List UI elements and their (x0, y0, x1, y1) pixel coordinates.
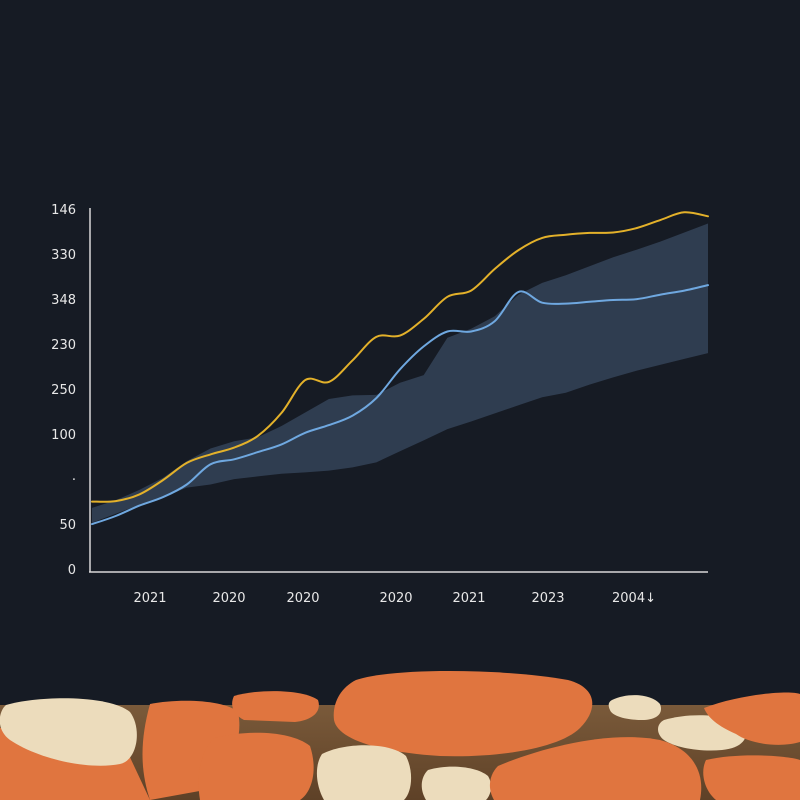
y-tick-label: 230 (51, 338, 76, 353)
rock-cream-2 (316, 745, 412, 800)
y-tick-label: 0 (68, 563, 76, 578)
rock-orange-5 (198, 732, 314, 800)
y-tick-label: 50 (59, 518, 76, 533)
x-tick-label: 2021 (133, 591, 166, 606)
y-tick-label: 146 (51, 203, 76, 218)
series-line-2 (91, 284, 709, 526)
band-area (92, 223, 708, 523)
rock-ground-illustration (0, 671, 800, 800)
rock-cream-1 (0, 698, 137, 766)
rock-orange-6 (489, 737, 702, 800)
y-tick-label: 250 (51, 383, 76, 398)
series-line-1 (91, 211, 709, 503)
x-tick-label: 2020 (379, 591, 412, 606)
rock-orange-7 (704, 692, 800, 745)
x-tick-label: 2020 (212, 591, 245, 606)
x-tick-label: 2004↓ (612, 591, 656, 606)
y-tick-label: 348 (51, 293, 76, 308)
x-tick-label: 2023 (531, 591, 564, 606)
rock-orange-8 (703, 755, 800, 800)
y-tick-label: 100 (51, 428, 76, 443)
rock-cream-3 (421, 766, 492, 800)
rock-orange-3 (232, 691, 319, 722)
x-tick-labels: 2021 2020 2020 2020 2021 2023 2004↓ (133, 591, 656, 606)
rock-cream-4 (608, 695, 662, 720)
rock-orange-4 (333, 671, 593, 757)
confidence-band (92, 223, 708, 523)
y-tick-label: 330 (51, 248, 76, 263)
y-tick-label: · (72, 473, 76, 488)
series-lines (91, 211, 709, 526)
y-tick-labels: 0 50 · 100 250 230 348 330 146 (51, 203, 76, 578)
x-tick-label: 2020 (286, 591, 319, 606)
x-tick-label: 2021 (452, 591, 485, 606)
